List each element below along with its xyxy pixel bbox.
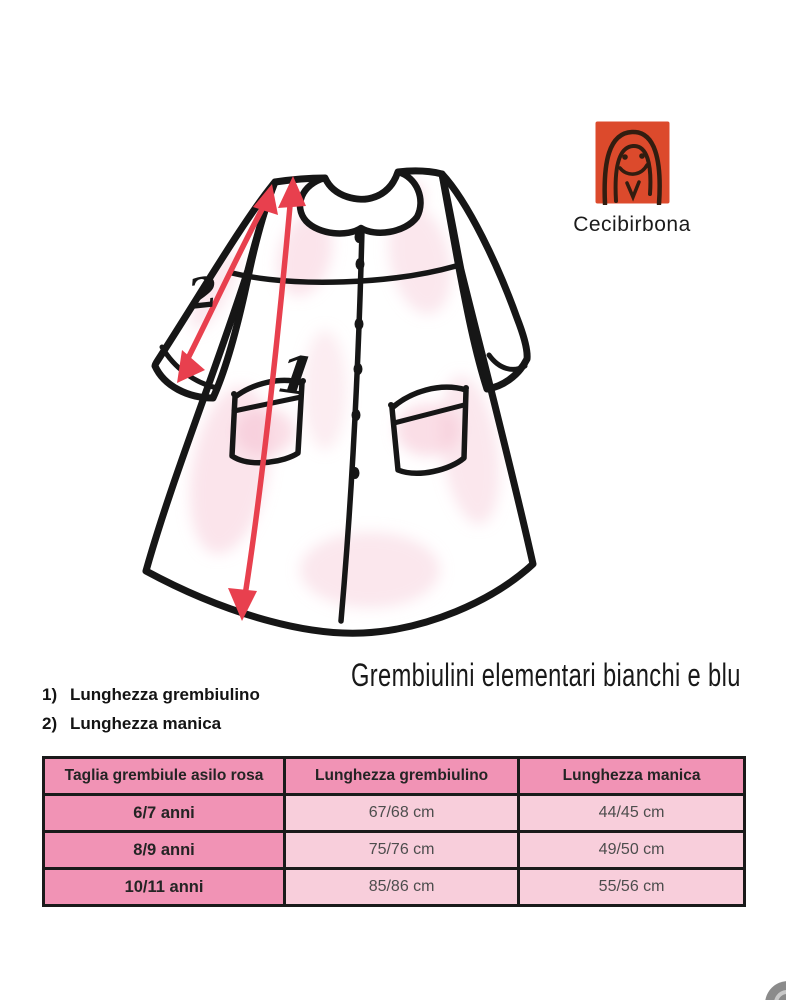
table-header-row: Taglia grembiule asilo rosa Lunghezza gr… bbox=[41, 756, 746, 796]
length-cell: 85/86 cm bbox=[283, 867, 521, 907]
sleeve-cell: 49/50 cm bbox=[517, 830, 746, 870]
length-cell: 67/68 cm bbox=[283, 793, 521, 833]
sleeve-cell: 44/45 cm bbox=[517, 793, 746, 833]
measurement-legend: 1) Lunghezza grembiulino 2) Lunghezza ma… bbox=[42, 685, 260, 743]
arrow-label-2: 2 bbox=[185, 267, 220, 319]
collar-outline bbox=[296, 168, 424, 237]
yoke-seam bbox=[229, 263, 459, 285]
size-cell: 8/9 anni bbox=[41, 830, 287, 870]
column-header-size: Taglia grembiule asilo rosa bbox=[41, 756, 287, 796]
size-cell: 6/7 anni bbox=[41, 793, 287, 833]
legend-label: Lunghezza manica bbox=[70, 714, 222, 733]
table-row: 8/9 anni 75/76 cm 49/50 cm bbox=[41, 830, 746, 870]
smock-illustration: 1 2 bbox=[142, 167, 537, 637]
legend-item-1: 1) Lunghezza grembiulino bbox=[42, 685, 260, 705]
table-row: 6/7 anni 67/68 cm 44/45 cm bbox=[41, 793, 746, 833]
size-cell: 10/11 anni bbox=[41, 867, 287, 907]
right-cuff-line bbox=[486, 352, 528, 372]
legend-number: 2) bbox=[42, 714, 58, 733]
measurement-arrow-2 bbox=[177, 184, 278, 383]
swirl-icon bbox=[768, 984, 786, 1000]
measurement-arrow-1 bbox=[228, 176, 306, 621]
legend-number: 1) bbox=[42, 685, 58, 704]
brand-logo: Cecibirbona bbox=[556, 120, 708, 237]
right-pocket-hem bbox=[391, 402, 467, 426]
arrow-label-1: 1 bbox=[274, 343, 318, 408]
buttons bbox=[231, 231, 469, 479]
floating-button[interactable] bbox=[765, 981, 786, 1000]
length-cell: 75/76 cm bbox=[283, 830, 521, 870]
page-title: Grembiulini elementari bianchi e blu bbox=[351, 657, 741, 693]
right-pocket bbox=[389, 384, 469, 476]
brand-name: Cecibirbona bbox=[573, 213, 691, 236]
sleeve-cell: 55/56 cm bbox=[517, 867, 746, 907]
table-row: 10/11 anni 85/86 cm 55/56 cm bbox=[41, 867, 746, 907]
legend-label: Lunghezza grembiulino bbox=[70, 685, 260, 704]
brand-logo-icon bbox=[595, 121, 669, 205]
legend-item-2: 2) Lunghezza manica bbox=[42, 714, 260, 734]
column-header-sleeve: Lunghezza manica bbox=[517, 756, 746, 796]
column-header-length: Lunghezza grembiulino bbox=[283, 756, 521, 796]
size-table: Taglia grembiule asilo rosa Lunghezza gr… bbox=[41, 756, 746, 907]
left-pocket bbox=[229, 377, 305, 466]
